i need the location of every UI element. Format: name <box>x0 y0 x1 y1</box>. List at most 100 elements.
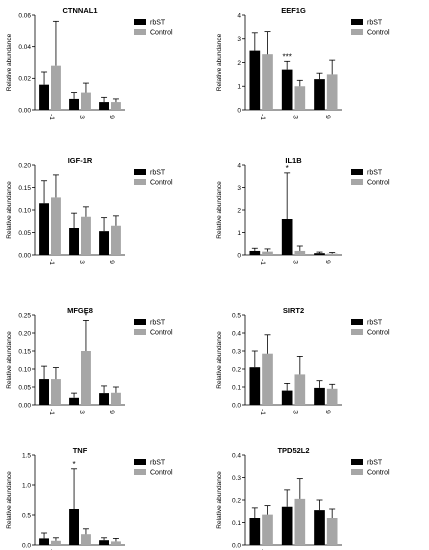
bar-rbst-2 <box>99 540 109 545</box>
x-tick-label: 3 <box>78 410 85 414</box>
y-tick-label: 2 <box>237 207 241 214</box>
bar-rbst-1 <box>69 397 79 405</box>
y-tick-label: 0.20 <box>18 330 31 337</box>
x-tick-label: 3 <box>78 115 85 119</box>
bar-control-2 <box>111 225 121 255</box>
legend-label-control: Control <box>367 470 390 477</box>
x-tick-label: 9 <box>108 115 115 119</box>
bar-control-2 <box>111 392 121 405</box>
panel-title: EEF1G <box>281 6 306 15</box>
legend-swatch-rbst <box>134 319 146 325</box>
panel-il1b: IL1B Relative abundance 0 1 2 3 4 -1 3 9 * rbST Cont… <box>216 156 390 265</box>
y-tick-label: 4 <box>237 162 241 169</box>
x-tick-label: 9 <box>324 260 331 264</box>
bar-control-1 <box>81 216 91 255</box>
legend-swatch-rbst <box>351 19 363 25</box>
y-tick-label: 0.04 <box>18 44 31 51</box>
legend-label-rbst: rbST <box>150 320 166 327</box>
bar-rbst-2 <box>99 231 109 255</box>
bar-control-0 <box>51 540 61 545</box>
bar-rbst-1 <box>281 390 293 405</box>
y-tick-label: 0.10 <box>18 366 31 373</box>
bar-rbst-1 <box>69 228 79 255</box>
y-tick-label: 3 <box>237 36 241 43</box>
y-tick-label: 3 <box>237 185 241 192</box>
bar-rbst-2 <box>99 393 109 405</box>
y-axis-label: Relative abundance <box>6 331 13 389</box>
bar-control-0 <box>51 65 61 110</box>
y-tick-label: 0.1 <box>232 384 241 391</box>
legend-swatch-control <box>351 29 363 35</box>
bar-rbst-0 <box>39 203 49 255</box>
legend-label-control: Control <box>150 180 173 187</box>
y-tick-label: 0.0 <box>232 542 241 549</box>
bar-control-1 <box>294 374 306 405</box>
x-tick-label: -1 <box>48 409 55 415</box>
bar-control-1 <box>81 351 91 405</box>
panel-mfge8: MFGE8 Relative abundance 0.00 0.05 0.10 0.15 0… <box>6 306 173 415</box>
y-tick-label: 0.20 <box>18 162 31 169</box>
bar-rbst-1 <box>281 506 293 545</box>
y-axis-label: Relative abundance <box>216 471 223 529</box>
y-tick-label: 4 <box>237 12 241 19</box>
legend-swatch-control <box>134 179 146 185</box>
significance-marker: * <box>286 164 289 173</box>
bar-control-0 <box>262 514 273 545</box>
y-tick-label: 1 <box>237 84 241 91</box>
y-tick-label: 0.5 <box>22 512 31 519</box>
legend-swatch-rbst <box>134 19 146 25</box>
bar-rbst-0 <box>39 84 49 110</box>
bar-control-2 <box>111 541 121 545</box>
legend-label-control: Control <box>367 180 390 187</box>
bar-rbst-2 <box>99 102 109 110</box>
legend-label-rbst: rbST <box>367 460 383 467</box>
bar-rbst-0 <box>39 538 49 545</box>
x-tick-label: 9 <box>324 410 331 414</box>
y-tick-label: 0.0 <box>22 542 31 549</box>
panel-title: CTNNAL1 <box>63 6 98 15</box>
panel-title: MFGE8 <box>67 306 93 315</box>
bar-rbst-0 <box>39 379 49 405</box>
panel-title: TNF <box>73 446 88 455</box>
significance-marker: * <box>72 460 75 469</box>
y-axis-label: Relative abundance <box>216 331 223 389</box>
x-tick-label: 3 <box>292 260 299 264</box>
bar-control-2 <box>326 74 338 110</box>
legend-swatch-control <box>134 329 146 335</box>
y-tick-label: 0.10 <box>18 207 31 214</box>
y-tick-label: 1.0 <box>22 482 31 489</box>
bar-rbst-1 <box>281 69 293 110</box>
legend-swatch-rbst <box>351 169 363 175</box>
panel-title: SIRT2 <box>283 306 304 315</box>
y-tick-label: 0.00 <box>18 252 31 259</box>
bar-control-2 <box>326 253 338 255</box>
legend-label-rbst: rbST <box>367 320 383 327</box>
legend-swatch-control <box>351 179 363 185</box>
y-tick-label: 0.4 <box>232 330 241 337</box>
bar-control-1 <box>81 534 91 545</box>
bar-rbst-1 <box>69 98 79 110</box>
legend-swatch-rbst <box>134 169 146 175</box>
legend-label-rbst: rbST <box>150 460 166 467</box>
y-tick-label: 0.2 <box>232 366 241 373</box>
y-tick-label: 0.05 <box>18 230 31 237</box>
x-tick-label: -1 <box>48 114 55 120</box>
bar-control-0 <box>51 379 61 405</box>
legend-swatch-control <box>351 329 363 335</box>
y-axis-label: Relative abundance <box>216 33 223 91</box>
legend-swatch-control <box>134 29 146 35</box>
y-tick-label: 0.06 <box>18 12 31 19</box>
x-tick-label: 9 <box>108 410 115 414</box>
x-tick-label: -1 <box>48 259 55 265</box>
bar-rbst-0 <box>249 250 261 255</box>
bar-rbst-2 <box>314 79 325 110</box>
x-tick-label: 3 <box>292 115 299 119</box>
y-tick-label: 0.4 <box>232 452 241 459</box>
legend-swatch-rbst <box>351 319 363 325</box>
panel-eef1g: EEF1G Relative abundance 0 1 2 3 4 -1 3 9 *** rbST C… <box>216 6 390 120</box>
panel-ctnnal1: CTNNAL1 Relative abundance 0.00 0.02 0.04 0.0… <box>6 6 173 120</box>
y-tick-label: 0.15 <box>18 185 31 192</box>
bar-rbst-2 <box>314 253 325 255</box>
y-tick-label: 2 <box>237 60 241 67</box>
bar-rbst-2 <box>314 510 325 545</box>
